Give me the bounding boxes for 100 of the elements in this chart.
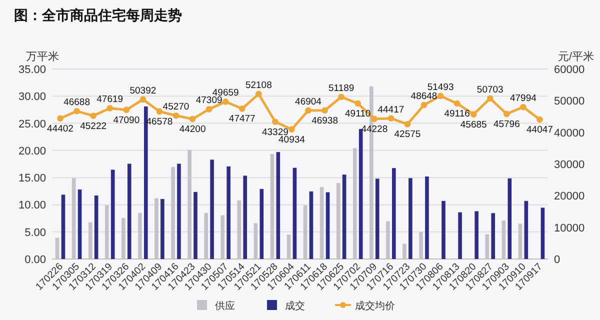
data-label: 51189: [328, 82, 354, 94]
point: [503, 110, 510, 118]
legend-label: 供应: [215, 300, 235, 312]
legend-label: 成交: [285, 300, 305, 312]
data-label: 42575: [394, 129, 421, 140]
bar: [110, 170, 115, 259]
bar: [276, 152, 280, 259]
y2-tick-label: 20000: [554, 190, 585, 203]
data-label: 51493: [427, 82, 454, 93]
y-tick-label: 35.00: [18, 64, 46, 76]
bar: [524, 200, 528, 259]
bar: [375, 178, 380, 259]
point: [371, 116, 378, 122]
data-label: 49116: [444, 108, 470, 120]
y2-tick-label: 0: [554, 254, 560, 266]
bar: [260, 188, 264, 259]
data-label: 40934: [278, 134, 305, 146]
point: [454, 100, 460, 107]
data-label: 44200: [179, 124, 206, 136]
data-label: 44228: [361, 124, 388, 135]
y-tick-label: 10.00: [18, 200, 46, 212]
bar: [144, 106, 148, 259]
data-label: 44047: [526, 124, 553, 136]
data-label: 52108: [245, 80, 272, 91]
y-tick-label: 20.00: [18, 145, 46, 158]
bar: [358, 128, 363, 259]
y2-tick-label: 50000: [554, 96, 585, 108]
bar: [408, 178, 412, 259]
bar: [243, 176, 248, 259]
point: [156, 108, 163, 115]
bar: [540, 208, 545, 259]
bar: [491, 213, 496, 259]
point: [172, 112, 180, 119]
data-label: 44417: [378, 104, 404, 116]
y2-tick-label: 60000: [554, 64, 585, 76]
bar: [61, 194, 66, 259]
y2-tick-label: 10000: [554, 222, 585, 234]
bar: [210, 160, 214, 259]
y2-tick-label: 40000: [554, 127, 585, 140]
bar: [160, 199, 164, 259]
point: [222, 98, 229, 105]
legend-label: 成交均价: [355, 300, 395, 312]
bar: [309, 191, 314, 259]
data-label: 47477: [228, 114, 256, 125]
bar: [508, 178, 512, 259]
data-label: 50703: [476, 84, 504, 96]
bar: [458, 212, 462, 259]
data-label: 47309: [196, 95, 222, 106]
y-tick-label: 30.00: [18, 91, 46, 104]
bar: [342, 174, 346, 259]
y-axis-title: 万平米: [26, 50, 59, 63]
point: [106, 105, 114, 112]
point: [520, 104, 526, 110]
point: [305, 107, 312, 114]
point: [189, 116, 196, 122]
data-label: 46688: [64, 97, 90, 108]
point: [272, 118, 278, 125]
bar: [392, 168, 396, 259]
bar: [94, 195, 98, 259]
point: [74, 108, 80, 114]
point: [90, 112, 97, 119]
point: [255, 90, 262, 98]
bar: [442, 200, 446, 259]
point: [437, 92, 444, 100]
point: [238, 105, 246, 112]
y-tick-label: 25.00: [18, 118, 46, 130]
data-label: 47090: [113, 114, 140, 126]
point: [354, 100, 362, 107]
bar: [127, 164, 132, 259]
point: [322, 107, 328, 114]
bar: [292, 168, 297, 259]
y-tick-label: 0.00: [24, 254, 46, 266]
data-label: 45270: [162, 102, 190, 113]
data-label: 46904: [295, 96, 322, 108]
bar: [177, 164, 181, 259]
data-label: 48648: [410, 90, 438, 102]
point: [140, 96, 146, 103]
point: [388, 115, 394, 122]
bar: [474, 211, 478, 259]
y2-axis-title: 元/平米: [558, 50, 594, 63]
point: [338, 94, 345, 100]
point: [420, 102, 428, 108]
data-label: 47619: [96, 94, 124, 106]
point: [404, 120, 411, 128]
y-tick-label: 15.00: [18, 172, 46, 185]
point: [486, 95, 494, 102]
point: [123, 106, 130, 114]
data-label: 44402: [47, 123, 74, 134]
chart-title: 图：全市商品住宅每周走势: [14, 7, 182, 23]
bar: [194, 192, 198, 259]
data-label: 47994: [510, 93, 536, 104]
y2-tick-label: 30000: [554, 159, 585, 171]
point: [206, 106, 212, 112]
y-tick-label: 5.00: [24, 226, 46, 239]
point: [470, 111, 477, 118]
bar: [425, 176, 429, 259]
point: [536, 116, 543, 123]
data-label: 46938: [312, 115, 338, 126]
data-label: 45796: [493, 118, 520, 130]
data-label: 50392: [130, 85, 156, 96]
